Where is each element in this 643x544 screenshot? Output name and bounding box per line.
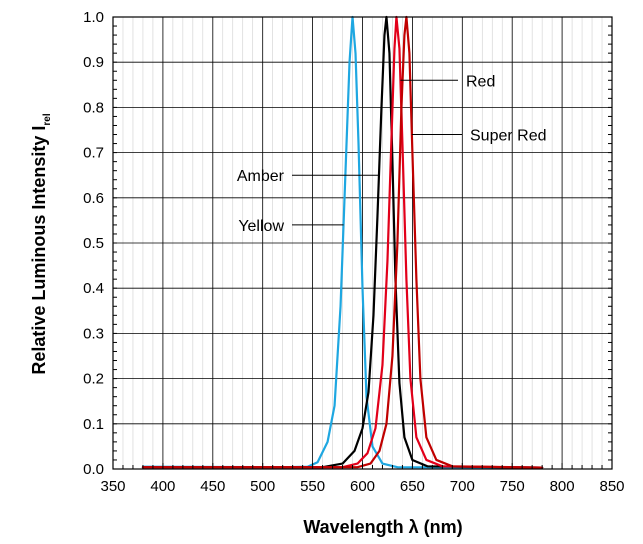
x-axis-title: Wavelength λ (nm)	[303, 517, 462, 537]
x-tick-label: 700	[450, 478, 475, 495]
x-tick-label: 450	[200, 478, 225, 495]
y-tick-label: 0.1	[83, 416, 104, 433]
x-tick-label: 550	[300, 478, 325, 495]
y-tick-label: 0.9	[83, 54, 104, 71]
y-tick-label: 0.2	[83, 371, 104, 388]
series-line-red	[141, 15, 544, 469]
annotation-label-red: Red	[466, 73, 495, 90]
y-axis-title-main: Relative Luminous Intensity I	[29, 126, 49, 375]
grid-layer	[112, 16, 613, 470]
series-line-amber	[141, 15, 544, 469]
annotation-label-super-red: Super Red	[470, 128, 547, 145]
x-tick-label: 500	[250, 478, 275, 495]
y-tick-label: 0.5	[83, 235, 104, 252]
y-tick-label: 0.6	[83, 190, 104, 207]
y-axis-title: Relative Luminous Intensity Irel	[29, 113, 53, 375]
y-tick-label: 1.0	[83, 9, 104, 26]
series-layer	[141, 15, 544, 469]
annotation-layer: Red Super Red Amber Yellow	[237, 73, 547, 235]
y-axis-title-subscript: rel	[42, 113, 53, 125]
axis-layer: 350 400 450 500 550 600 650 700 750 800 850 0.0 0.1 0…	[83, 9, 624, 495]
y-tick-label: 0.8	[83, 99, 104, 116]
series-line-super-red	[141, 15, 544, 469]
annotation-label-yellow: Yellow	[238, 218, 284, 235]
y-tick-label: 0.7	[83, 145, 104, 162]
x-tick-label: 350	[100, 478, 125, 495]
x-tick-label: 400	[150, 478, 175, 495]
x-tick-label: 750	[500, 478, 525, 495]
x-tick-label: 600	[350, 478, 375, 495]
y-tick-label: 0.3	[83, 325, 104, 342]
x-tick-label: 850	[599, 478, 624, 495]
series-line-yellow	[141, 15, 544, 469]
annotation-label-amber: Amber	[237, 168, 285, 185]
y-tick-label: 0.0	[83, 461, 104, 478]
x-tick-label: 650	[400, 478, 425, 495]
x-tick-label: 800	[550, 478, 575, 495]
y-tick-label: 0.4	[83, 280, 104, 297]
